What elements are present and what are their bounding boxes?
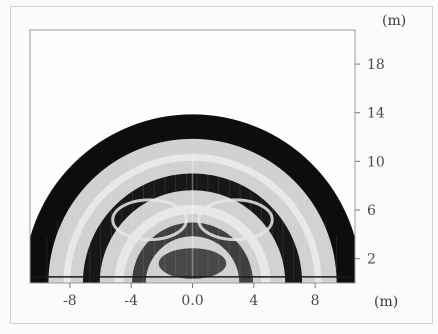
y-axis-unit-label: (m): [382, 13, 406, 29]
y-tick-label: 14: [367, 106, 385, 122]
wavefield-image: [30, 114, 355, 283]
wave-lobe-left: [111, 198, 188, 242]
x-tick-label: 4: [249, 293, 258, 309]
x-tick-label: -4: [124, 293, 138, 309]
wavefront-5: [131, 222, 254, 283]
x-tick-label: 8: [311, 293, 320, 309]
outer-frame: [10, 6, 433, 324]
y-tick-label: 18: [367, 57, 385, 73]
y-axis: 2 6 10 14 18: [355, 57, 385, 268]
x-axis: -8 -4 0.0 4 8: [63, 283, 320, 309]
source-core: [158, 248, 227, 279]
y-tick-label: 10: [367, 154, 385, 170]
y-tick-label: 6: [367, 203, 376, 219]
wavefront-2: [63, 154, 322, 283]
x-tick-label: 0.0: [181, 293, 203, 309]
wavefront-3: [82, 173, 303, 283]
x-tick-label: -8: [63, 293, 77, 309]
wavefront-4: [114, 204, 271, 283]
wavefront-1: [30, 114, 355, 283]
wave-lobe-right: [197, 198, 274, 242]
x-axis-unit-label: (m): [374, 294, 398, 310]
disturbed-region: [36, 126, 349, 283]
y-tick-label: 2: [367, 252, 376, 268]
